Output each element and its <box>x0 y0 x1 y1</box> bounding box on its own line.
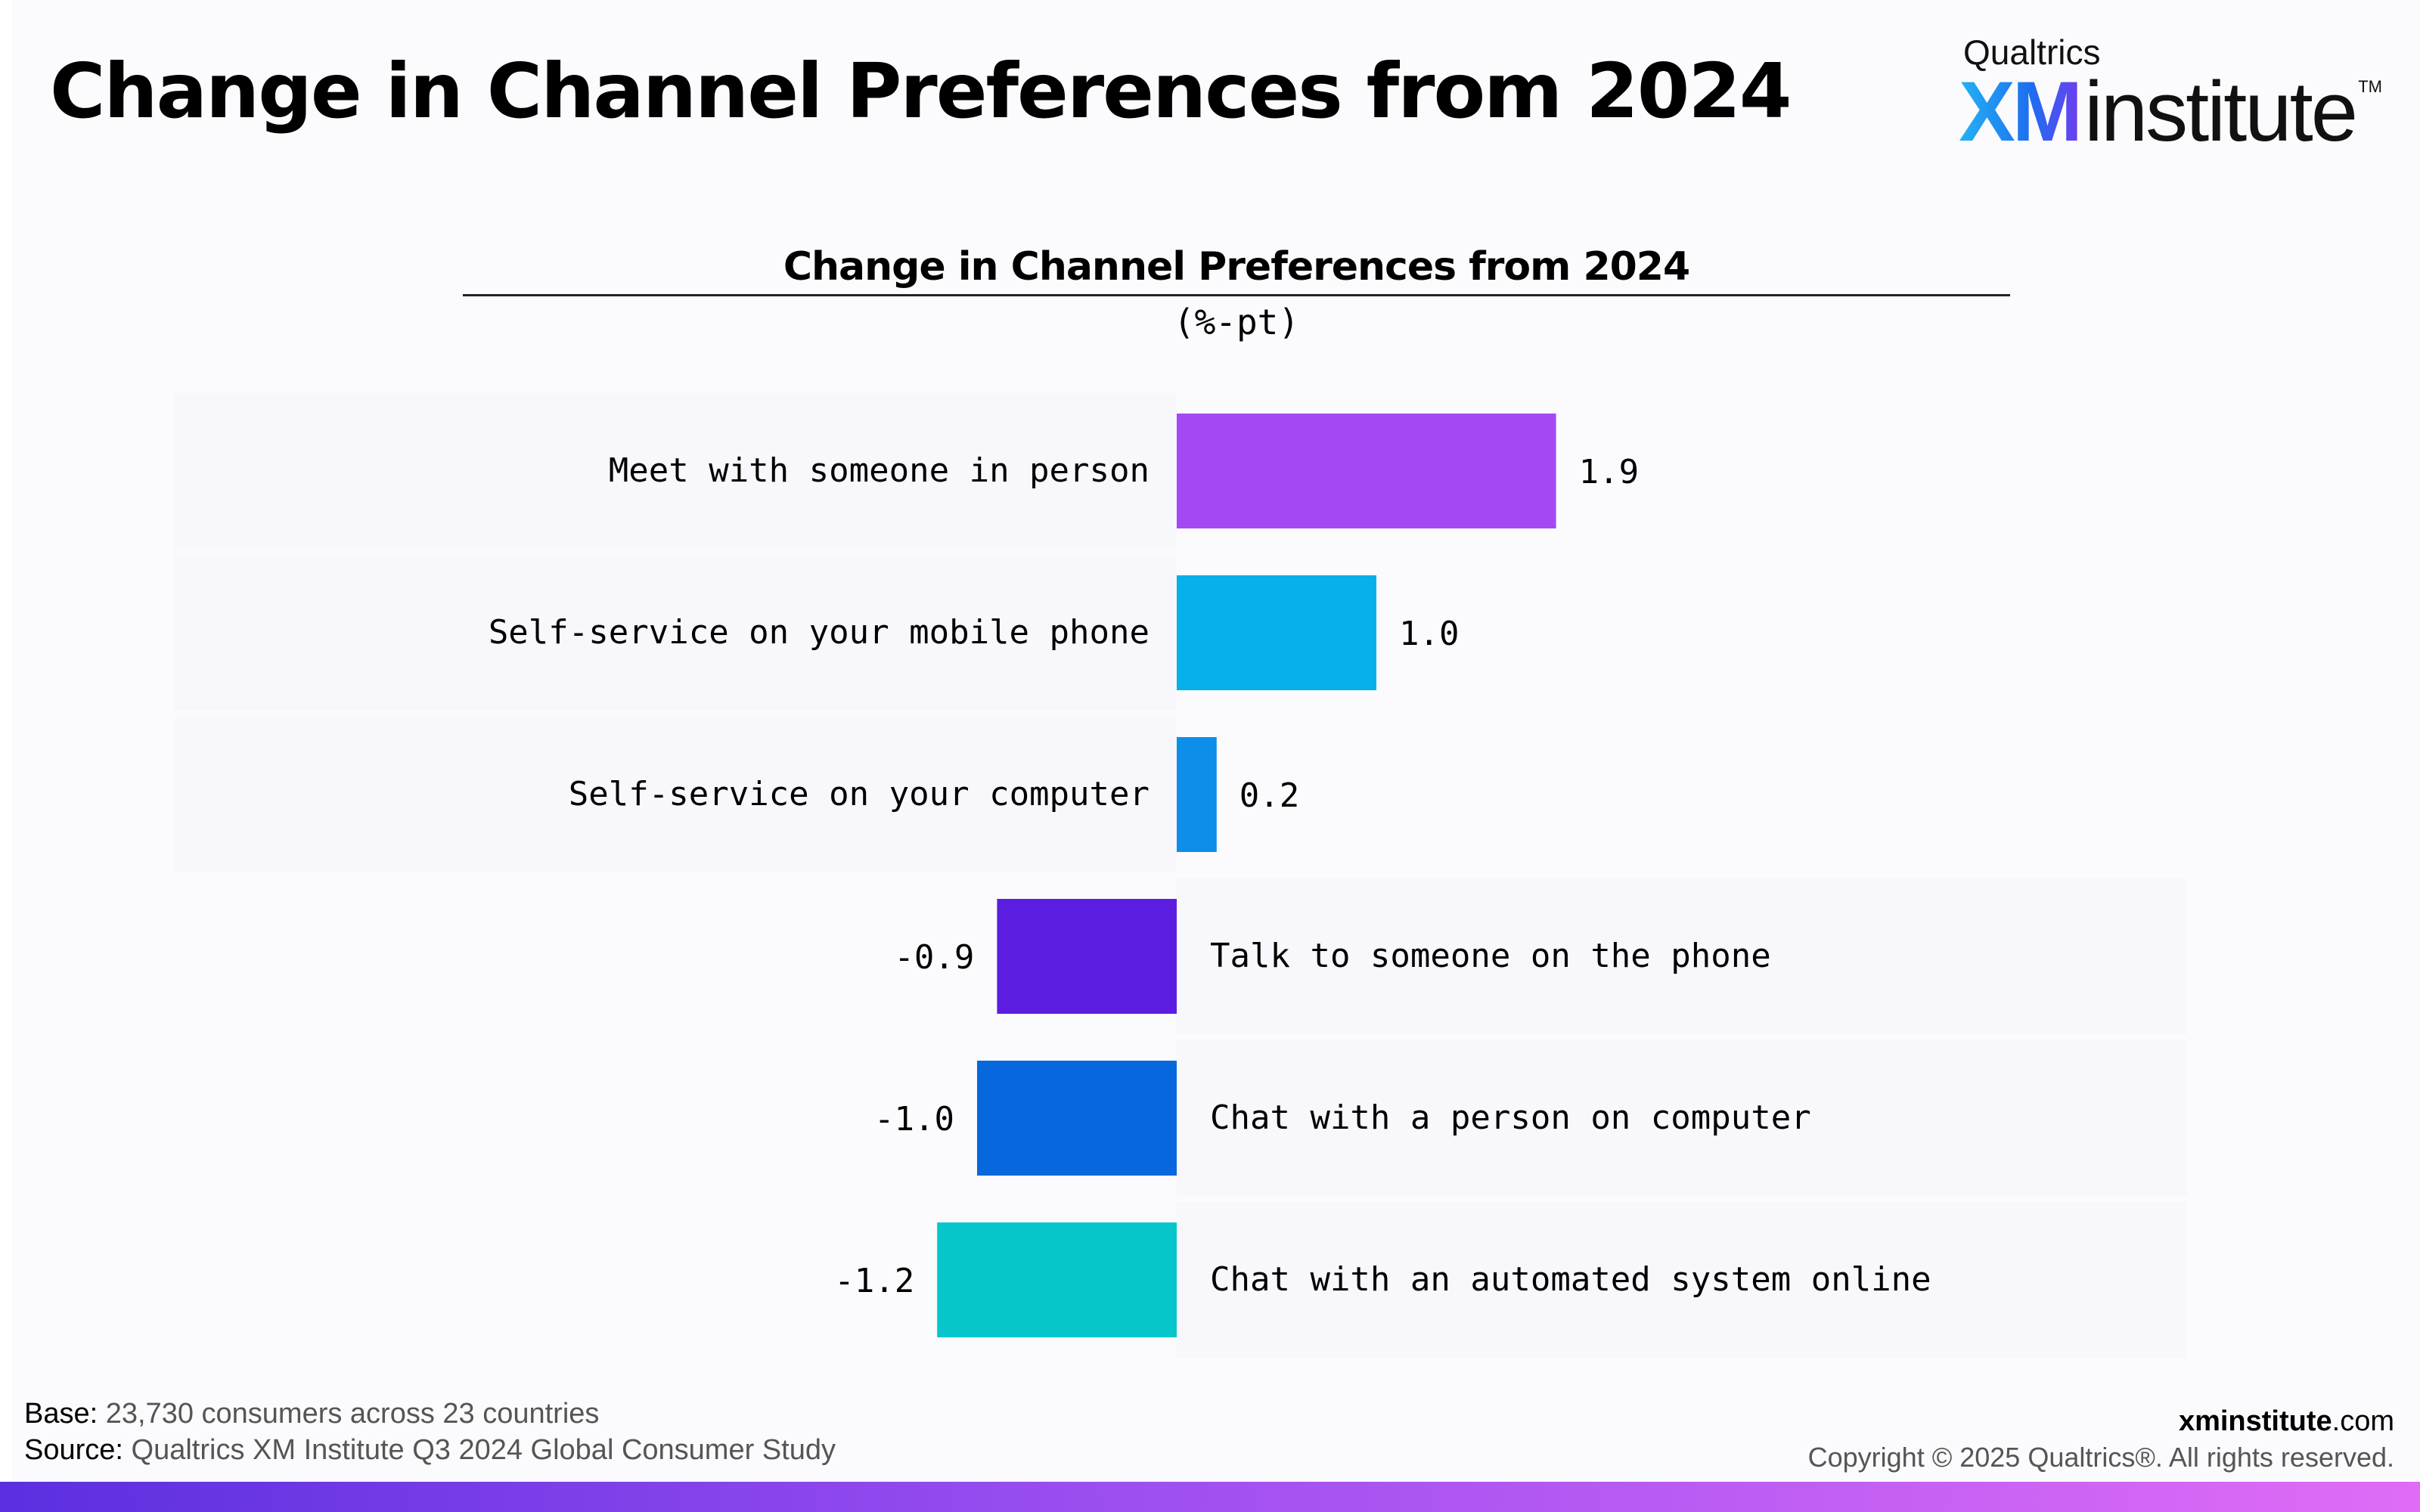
bar <box>997 899 1177 1014</box>
row-band <box>1177 878 2187 1034</box>
source-text: Qualtrics XM Institute Q3 2024 Global Co… <box>131 1434 836 1466</box>
category-label: Self-service on your mobile phone <box>489 613 1150 652</box>
value-label: -1.0 <box>874 1100 954 1139</box>
category-label: Chat with an automated system online <box>1210 1260 1931 1299</box>
row-band <box>174 393 1177 549</box>
site-name: xminstitute <box>2178 1405 2332 1437</box>
qualtrics-xm-institute-logo: Qualtrics XM institute TM <box>1959 29 2382 157</box>
row-band <box>1177 1040 2187 1196</box>
chart-title-rule <box>463 294 2010 296</box>
footer-notes: Base: 23,730 consumers across 23 countri… <box>24 1396 836 1468</box>
source-label: Source: <box>24 1434 123 1466</box>
category-label: Talk to someone on the phone <box>1210 937 1771 975</box>
base-label: Base: <box>24 1398 98 1430</box>
bar <box>1177 575 1376 690</box>
category-label: Meet with someone in person <box>609 451 1150 490</box>
bar <box>1177 414 1556 528</box>
value-label: 1.9 <box>1579 453 1639 491</box>
category-label: Self-service on your computer <box>569 775 1150 813</box>
row-band <box>174 555 1177 711</box>
value-label: 0.2 <box>1239 776 1299 815</box>
row-band <box>174 717 1177 872</box>
logo-trademark: TM <box>2358 77 2382 96</box>
footer-credits: xminstitute.com Copyright © 2025 Qualtri… <box>1808 1403 2394 1476</box>
value-label: -0.9 <box>894 938 974 977</box>
site-link[interactable]: xminstitute.com <box>1808 1403 2394 1439</box>
site-tld: .com <box>2332 1405 2394 1437</box>
source-note: Source: Qualtrics XM Institute Q3 2024 G… <box>24 1432 836 1468</box>
row-band <box>1177 1202 2187 1358</box>
page-title: Change in Channel Preferences from 2024 <box>50 47 1792 135</box>
bar <box>977 1061 1177 1176</box>
chart-title: Change in Channel Preferences from 2024 <box>783 244 1690 290</box>
logo-xm: XM <box>1959 64 2083 159</box>
value-label: 1.0 <box>1399 615 1459 653</box>
base-text: 23,730 consumers across 23 countries <box>105 1398 600 1430</box>
bar <box>937 1222 1177 1337</box>
bottom-gradient-bar <box>0 1482 2420 1512</box>
value-label: -1.2 <box>834 1262 914 1300</box>
bar <box>1177 737 1217 852</box>
copyright-text: Copyright © 2025 Qualtrics®. All rights … <box>1807 1442 2394 1473</box>
chart-subtitle: (%-pt) <box>1173 302 1300 342</box>
logo-word: institute <box>2084 64 2358 159</box>
logo-company: Qualtrics <box>1963 33 2101 72</box>
base-note: Base: 23,730 consumers across 23 countri… <box>24 1396 836 1432</box>
category-label: Chat with a person on computer <box>1210 1098 1811 1137</box>
